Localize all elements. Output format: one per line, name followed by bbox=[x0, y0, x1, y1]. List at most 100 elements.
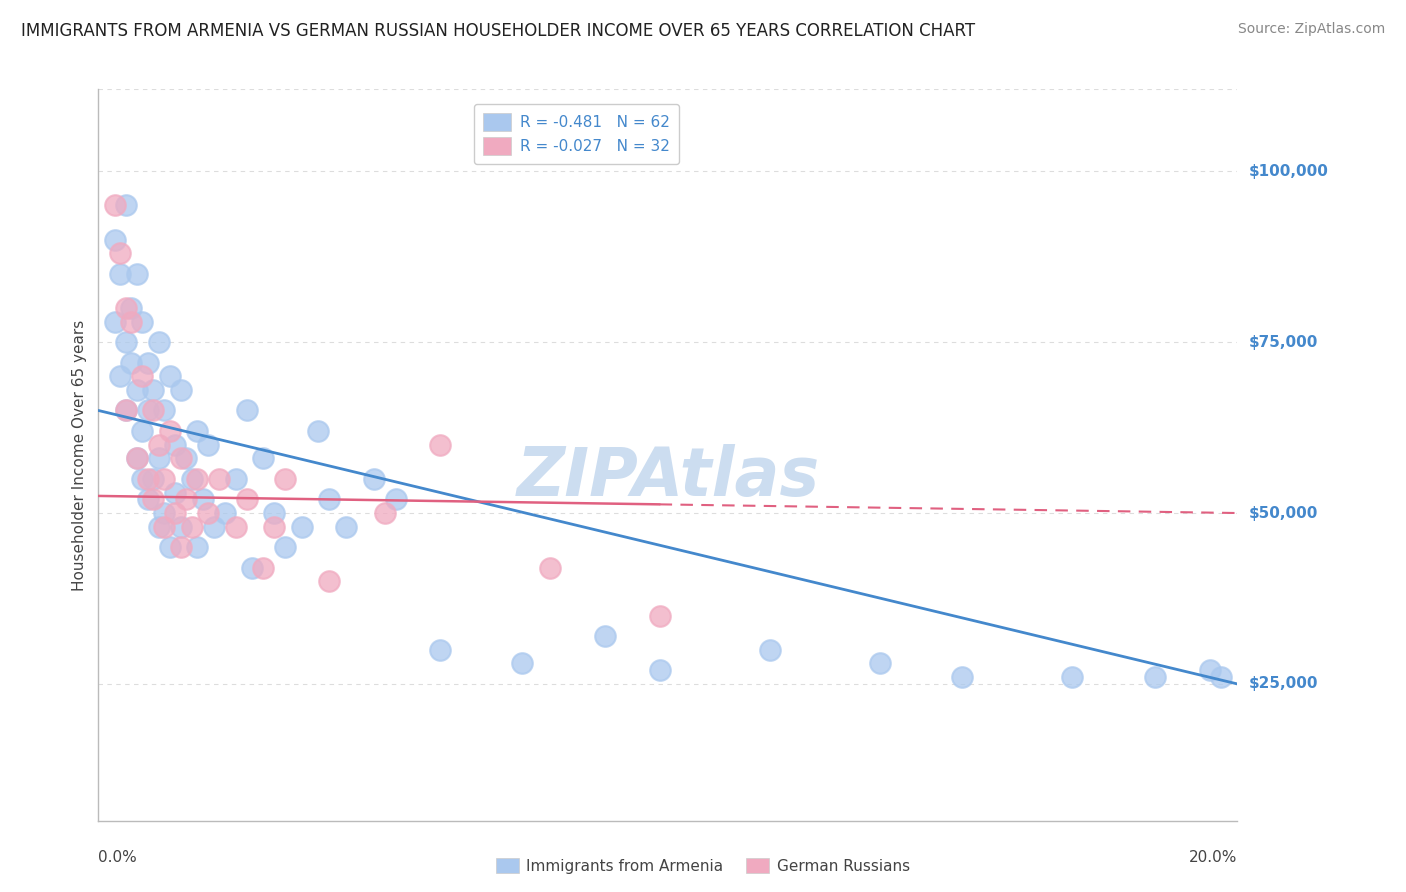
Y-axis label: Householder Income Over 65 years: Householder Income Over 65 years bbox=[72, 319, 87, 591]
Point bbox=[170, 451, 193, 466]
Point bbox=[115, 403, 138, 417]
Point bbox=[165, 438, 187, 452]
Point bbox=[648, 608, 671, 623]
Point bbox=[510, 657, 533, 671]
Point bbox=[263, 519, 285, 533]
Point bbox=[1062, 670, 1084, 684]
Point bbox=[131, 424, 153, 438]
Point bbox=[758, 642, 780, 657]
Point bbox=[225, 472, 247, 486]
Point bbox=[153, 472, 176, 486]
Point bbox=[125, 451, 148, 466]
Point bbox=[136, 356, 159, 370]
Point bbox=[1143, 670, 1166, 684]
Point bbox=[148, 438, 170, 452]
Point bbox=[202, 519, 225, 533]
Point bbox=[263, 506, 285, 520]
Point bbox=[159, 540, 181, 554]
Point bbox=[120, 356, 142, 370]
Point bbox=[191, 492, 214, 507]
Text: $100,000: $100,000 bbox=[1249, 164, 1329, 178]
Point bbox=[153, 506, 176, 520]
Point bbox=[120, 315, 142, 329]
Point bbox=[252, 560, 274, 574]
Point bbox=[236, 403, 259, 417]
Point bbox=[142, 383, 165, 397]
Point bbox=[186, 472, 208, 486]
Point bbox=[165, 485, 187, 500]
Point bbox=[181, 472, 204, 486]
Point bbox=[136, 492, 159, 507]
Point bbox=[165, 506, 187, 520]
Point bbox=[142, 403, 165, 417]
Point bbox=[131, 472, 153, 486]
Point bbox=[110, 267, 132, 281]
Legend: Immigrants from Armenia, German Russians: Immigrants from Armenia, German Russians bbox=[489, 852, 917, 880]
Text: $50,000: $50,000 bbox=[1249, 506, 1317, 521]
Point bbox=[153, 403, 176, 417]
Point bbox=[869, 657, 891, 671]
Point bbox=[125, 451, 148, 466]
Text: $25,000: $25,000 bbox=[1249, 676, 1317, 691]
Point bbox=[214, 506, 236, 520]
Point bbox=[363, 472, 385, 486]
Point bbox=[115, 403, 138, 417]
Text: IMMIGRANTS FROM ARMENIA VS GERMAN RUSSIAN HOUSEHOLDER INCOME OVER 65 YEARS CORRE: IMMIGRANTS FROM ARMENIA VS GERMAN RUSSIA… bbox=[21, 22, 976, 40]
Point bbox=[170, 540, 193, 554]
Point bbox=[1209, 670, 1232, 684]
Point bbox=[429, 642, 451, 657]
Point bbox=[159, 369, 181, 384]
Point bbox=[950, 670, 973, 684]
Point bbox=[110, 246, 132, 260]
Text: 20.0%: 20.0% bbox=[1189, 850, 1237, 865]
Point bbox=[142, 472, 165, 486]
Point bbox=[170, 383, 193, 397]
Point bbox=[176, 492, 198, 507]
Point bbox=[335, 519, 357, 533]
Point bbox=[593, 629, 616, 643]
Text: Source: ZipAtlas.com: Source: ZipAtlas.com bbox=[1237, 22, 1385, 37]
Point bbox=[104, 315, 127, 329]
Point bbox=[308, 424, 330, 438]
Text: $75,000: $75,000 bbox=[1249, 334, 1317, 350]
Point bbox=[104, 198, 127, 212]
Point bbox=[197, 506, 219, 520]
Point bbox=[148, 335, 170, 350]
Point bbox=[274, 540, 297, 554]
Point bbox=[153, 519, 176, 533]
Point bbox=[115, 335, 138, 350]
Text: ZIPAtlas: ZIPAtlas bbox=[516, 444, 820, 510]
Point bbox=[125, 267, 148, 281]
Point bbox=[225, 519, 247, 533]
Point bbox=[197, 438, 219, 452]
Point bbox=[170, 519, 193, 533]
Point bbox=[115, 301, 138, 315]
Point bbox=[142, 492, 165, 507]
Point bbox=[120, 301, 142, 315]
Point bbox=[148, 519, 170, 533]
Point bbox=[318, 492, 340, 507]
Point bbox=[318, 574, 340, 589]
Point bbox=[136, 472, 159, 486]
Legend: R = -0.481   N = 62, R = -0.027   N = 32: R = -0.481 N = 62, R = -0.027 N = 32 bbox=[474, 104, 679, 164]
Point bbox=[110, 369, 132, 384]
Point bbox=[236, 492, 259, 507]
Point bbox=[242, 560, 264, 574]
Point bbox=[148, 451, 170, 466]
Point bbox=[252, 451, 274, 466]
Point bbox=[373, 506, 395, 520]
Point bbox=[648, 663, 671, 677]
Point bbox=[125, 383, 148, 397]
Point bbox=[176, 451, 198, 466]
Point bbox=[136, 403, 159, 417]
Text: 0.0%: 0.0% bbox=[98, 850, 138, 865]
Point bbox=[115, 198, 138, 212]
Point bbox=[538, 560, 561, 574]
Point bbox=[384, 492, 406, 507]
Point bbox=[208, 472, 231, 486]
Point bbox=[104, 233, 127, 247]
Point bbox=[131, 369, 153, 384]
Point bbox=[186, 424, 208, 438]
Point bbox=[291, 519, 314, 533]
Point bbox=[274, 472, 297, 486]
